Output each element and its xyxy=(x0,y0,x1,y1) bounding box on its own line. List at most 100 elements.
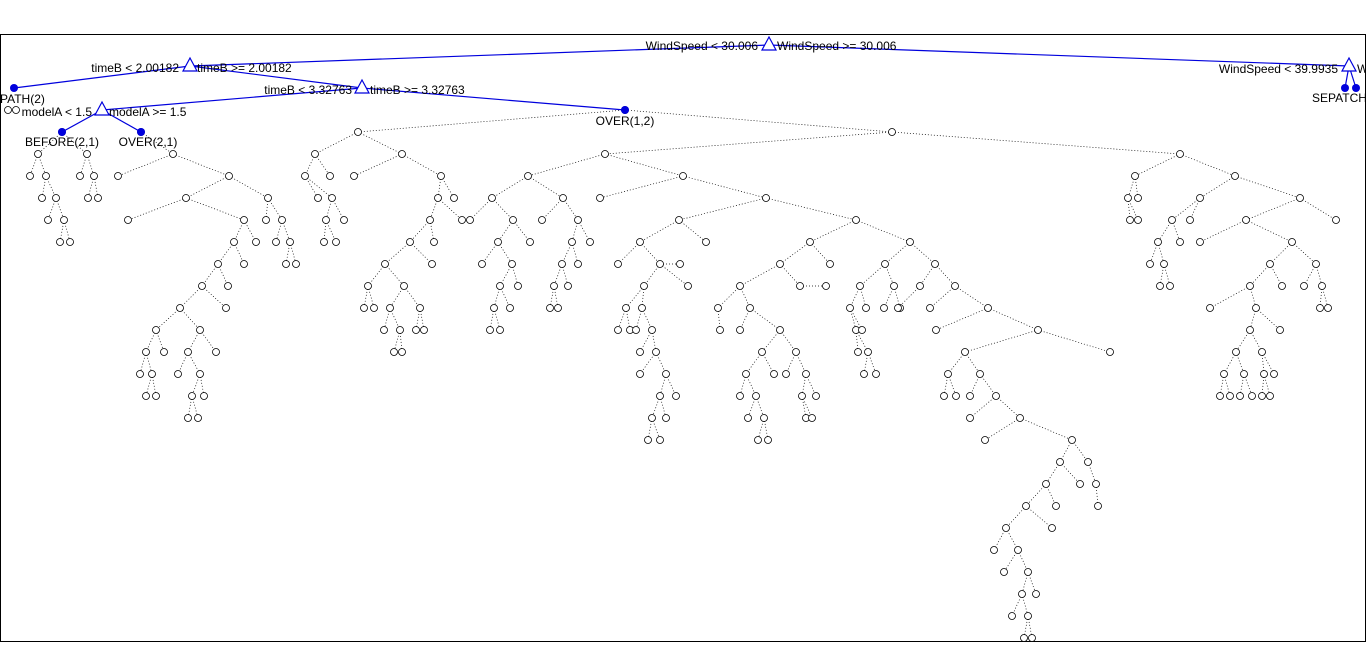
collapsed-node[interactable] xyxy=(558,260,566,268)
collapsed-node[interactable] xyxy=(1014,546,1022,554)
collapsed-node[interactable] xyxy=(1216,392,1224,400)
collapsed-node[interactable] xyxy=(52,194,60,202)
collapsed-node[interactable] xyxy=(736,282,744,290)
collapsed-node[interactable] xyxy=(1252,304,1260,312)
collapsed-node[interactable] xyxy=(1134,216,1142,224)
collapsed-node[interactable] xyxy=(278,216,286,224)
collapsed-node[interactable] xyxy=(648,326,656,334)
collapsed-node[interactable] xyxy=(802,370,810,378)
collapsed-node[interactable] xyxy=(796,282,804,290)
collapsed-node[interactable] xyxy=(1312,260,1320,268)
collapsed-node[interactable] xyxy=(1186,216,1194,224)
collapsed-node[interactable] xyxy=(890,282,898,290)
collapsed-node[interactable] xyxy=(684,282,692,290)
collapsed-node[interactable] xyxy=(1196,194,1204,202)
collapsed-node[interactable] xyxy=(1231,172,1239,180)
collapsed-node[interactable] xyxy=(1042,480,1050,488)
collapsed-node[interactable] xyxy=(320,238,328,246)
leaf-dot[interactable] xyxy=(10,84,18,92)
leaf-dot[interactable] xyxy=(137,128,145,136)
leaf-dot[interactable] xyxy=(1341,84,1349,92)
collapsed-node[interactable] xyxy=(568,238,576,246)
collapsed-node[interactable] xyxy=(1056,458,1064,466)
split-triangle[interactable] xyxy=(181,56,199,72)
collapsed-node[interactable] xyxy=(76,172,84,180)
collapsed-node[interactable] xyxy=(340,216,348,224)
collapsed-node[interactable] xyxy=(152,326,160,334)
collapsed-node[interactable] xyxy=(1318,282,1326,290)
collapsed-node[interactable] xyxy=(506,304,514,312)
collapsed-node[interactable] xyxy=(214,260,222,268)
collapsed-node[interactable] xyxy=(776,326,784,334)
collapsed-node[interactable] xyxy=(906,238,914,246)
collapsed-node[interactable] xyxy=(83,150,91,158)
collapsed-node[interactable] xyxy=(559,194,567,202)
split-triangle[interactable] xyxy=(760,35,778,51)
collapsed-node[interactable] xyxy=(622,304,630,312)
collapsed-node[interactable] xyxy=(976,370,984,378)
collapsed-node[interactable] xyxy=(176,304,184,312)
collapsed-node[interactable] xyxy=(370,304,378,312)
collapsed-node[interactable] xyxy=(1106,348,1114,356)
collapsed-node[interactable] xyxy=(984,304,992,312)
collapsed-node[interactable] xyxy=(240,216,248,224)
collapsed-node[interactable] xyxy=(746,304,754,312)
collapsed-node[interactable] xyxy=(862,304,870,312)
collapsed-node[interactable] xyxy=(872,370,880,378)
collapsed-node[interactable] xyxy=(1242,216,1250,224)
collapsed-node[interactable] xyxy=(1240,370,1248,378)
collapsed-node[interactable] xyxy=(944,370,952,378)
collapsed-node[interactable] xyxy=(458,216,466,224)
split-triangle[interactable] xyxy=(1340,56,1358,72)
collapsed-node[interactable] xyxy=(60,216,68,224)
collapsed-node[interactable] xyxy=(546,304,554,312)
collapsed-node[interactable] xyxy=(381,260,389,268)
collapsed-node[interactable] xyxy=(888,128,896,136)
collapsed-node[interactable] xyxy=(852,216,860,224)
collapsed-node[interactable] xyxy=(56,238,64,246)
collapsed-node[interactable] xyxy=(332,238,340,246)
collapsed-node[interactable] xyxy=(142,392,150,400)
collapsed-node[interactable] xyxy=(648,414,656,422)
collapsed-node[interactable] xyxy=(846,304,854,312)
collapsed-node[interactable] xyxy=(160,348,168,356)
collapsed-node[interactable] xyxy=(822,282,830,290)
collapsed-node[interactable] xyxy=(961,348,969,356)
collapsed-node[interactable] xyxy=(656,392,664,400)
split-triangle[interactable] xyxy=(353,78,371,94)
collapsed-node[interactable] xyxy=(524,172,532,180)
collapsed-node[interactable] xyxy=(916,282,924,290)
collapsed-node[interactable] xyxy=(1288,238,1296,246)
collapsed-node[interactable] xyxy=(1068,436,1076,444)
collapsed-node[interactable] xyxy=(124,216,132,224)
collapsed-node[interactable] xyxy=(252,238,260,246)
collapsed-node[interactable] xyxy=(812,392,820,400)
collapsed-node[interactable] xyxy=(396,326,404,334)
collapsed-node[interactable] xyxy=(466,216,474,224)
collapsed-node[interactable] xyxy=(114,172,122,180)
collapsed-node[interactable] xyxy=(1258,348,1266,356)
collapsed-node[interactable] xyxy=(1266,392,1274,400)
collapsed-node[interactable] xyxy=(400,282,408,290)
collapsed-node[interactable] xyxy=(644,436,652,444)
collapsed-node[interactable] xyxy=(84,194,92,202)
collapsed-node[interactable] xyxy=(426,216,434,224)
collapsed-node[interactable] xyxy=(282,260,290,268)
collapsed-node[interactable] xyxy=(981,436,989,444)
collapsed-node[interactable] xyxy=(262,216,270,224)
collapsed-node[interactable] xyxy=(420,326,428,334)
collapsed-node[interactable] xyxy=(200,392,208,400)
collapsed-node[interactable] xyxy=(509,216,517,224)
collapsed-node[interactable] xyxy=(926,304,934,312)
collapsed-node[interactable] xyxy=(434,194,442,202)
collapsed-node[interactable] xyxy=(1232,348,1240,356)
collapsed-node[interactable] xyxy=(601,150,609,158)
collapsed-node[interactable] xyxy=(1278,282,1286,290)
split-triangle[interactable] xyxy=(93,100,111,116)
collapsed-node[interactable] xyxy=(858,326,866,334)
collapsed-node[interactable] xyxy=(430,238,438,246)
collapsed-node[interactable] xyxy=(1084,458,1092,466)
collapsed-node[interactable] xyxy=(1134,194,1142,202)
collapsed-node[interactable] xyxy=(1260,370,1268,378)
collapsed-node[interactable] xyxy=(736,392,744,400)
